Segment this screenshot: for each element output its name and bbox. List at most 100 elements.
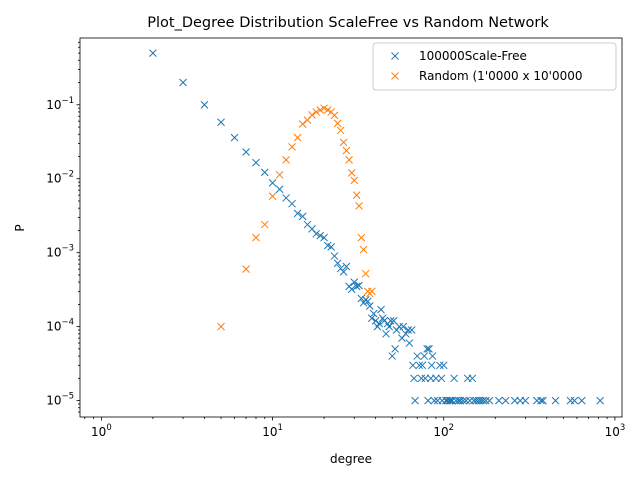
data-point: [316, 231, 325, 240]
data-point: [323, 106, 332, 114]
data-point: [288, 199, 296, 208]
data-point: [577, 396, 586, 405]
data-point: [479, 396, 488, 405]
data-point: [439, 361, 448, 370]
series-scale-free: [149, 49, 605, 405]
data-point: [551, 396, 560, 405]
data-point: [217, 322, 225, 331]
x-tick-label: 101: [262, 423, 283, 439]
data-point: [339, 268, 348, 276]
data-point: [399, 322, 408, 331]
y-tick-label: 10−2: [46, 170, 74, 186]
data-point: [312, 108, 321, 116]
data-point: [413, 352, 422, 360]
data-point: [386, 316, 395, 325]
x-tick-label: 103: [605, 423, 626, 439]
data-point: [298, 212, 307, 221]
data-point: [417, 374, 426, 383]
data-point: [437, 374, 446, 383]
data-point: [521, 396, 530, 405]
data-point: [282, 194, 290, 202]
data-point: [570, 396, 579, 405]
data-point: [462, 396, 470, 405]
data-point: [363, 297, 372, 306]
legend-entry-scale-free: 100000Scale-Free: [391, 49, 527, 63]
data-point: [252, 233, 260, 242]
data-point: [355, 201, 363, 210]
data-point: [347, 169, 356, 177]
data-point: [407, 326, 416, 334]
data-point: [357, 233, 366, 242]
data-point: [382, 329, 390, 338]
data-point: [388, 352, 397, 360]
data-point: [252, 158, 260, 167]
data-point: [342, 146, 351, 155]
data-point: [359, 245, 368, 254]
data-point: [352, 191, 361, 199]
plot-area-frame: [79, 37, 623, 418]
legend-marker-scale-free: [391, 52, 399, 60]
data-series-layer: [149, 49, 605, 405]
y-axis-ticks: 10−5 10−4 10−3 10−2 10−1: [46, 41, 80, 413]
data-point: [495, 396, 503, 405]
data-point: [411, 396, 419, 405]
data-point: [350, 278, 359, 286]
x-tick-label: 100: [91, 423, 112, 439]
data-point: [149, 49, 157, 57]
data-point: [537, 396, 545, 405]
data-point: [450, 374, 458, 383]
legend-box: [372, 42, 617, 91]
data-point: [361, 269, 370, 278]
data-point: [275, 185, 284, 194]
data-point: [566, 396, 575, 405]
data-point: [320, 233, 328, 242]
data-point: [510, 396, 519, 405]
data-point: [312, 229, 321, 238]
data-point: [179, 78, 187, 87]
data-point: [465, 396, 474, 405]
data-point: [242, 265, 250, 273]
data-point: [330, 252, 339, 260]
data-point: [345, 156, 353, 164]
data-point: [428, 352, 437, 360]
legend-entry-random: Random (1'0000 x 10'0000: [391, 69, 583, 83]
y-tick-label: 10−5: [46, 392, 74, 408]
data-point: [367, 287, 376, 296]
data-point: [408, 361, 417, 370]
data-point: [288, 142, 296, 151]
y-axis-label: P: [13, 224, 27, 231]
data-point: [424, 396, 432, 405]
data-point: [415, 361, 424, 370]
data-point: [391, 345, 399, 353]
data-point: [268, 178, 277, 187]
data-point: [200, 100, 209, 109]
data-point: [293, 133, 302, 142]
data-point: [427, 361, 436, 370]
data-point: [355, 281, 363, 290]
data-point: [275, 170, 284, 179]
data-point: [342, 262, 351, 271]
data-point: [350, 176, 359, 185]
y-tick-label: 10−1: [46, 96, 74, 112]
data-point: [501, 396, 510, 405]
data-point: [336, 126, 345, 135]
data-point: [268, 192, 277, 201]
data-point: [369, 309, 378, 318]
data-point: [217, 118, 225, 127]
legend-x-marker: [391, 72, 399, 80]
data-point: [404, 326, 413, 334]
data-point: [333, 259, 342, 268]
legend-marker-random: [391, 72, 399, 80]
chart-legend: 100000Scale-Free Random (1'0000 x 10'000…: [372, 42, 617, 91]
data-point: [405, 339, 414, 347]
data-point: [401, 329, 410, 338]
data-point: [260, 220, 269, 229]
x-tick-label: 102: [433, 423, 454, 439]
data-point: [320, 104, 328, 113]
data-point: [308, 111, 316, 119]
data-point: [385, 322, 394, 331]
data-point: [539, 396, 547, 405]
data-point: [421, 374, 430, 383]
series-random: [217, 104, 376, 331]
